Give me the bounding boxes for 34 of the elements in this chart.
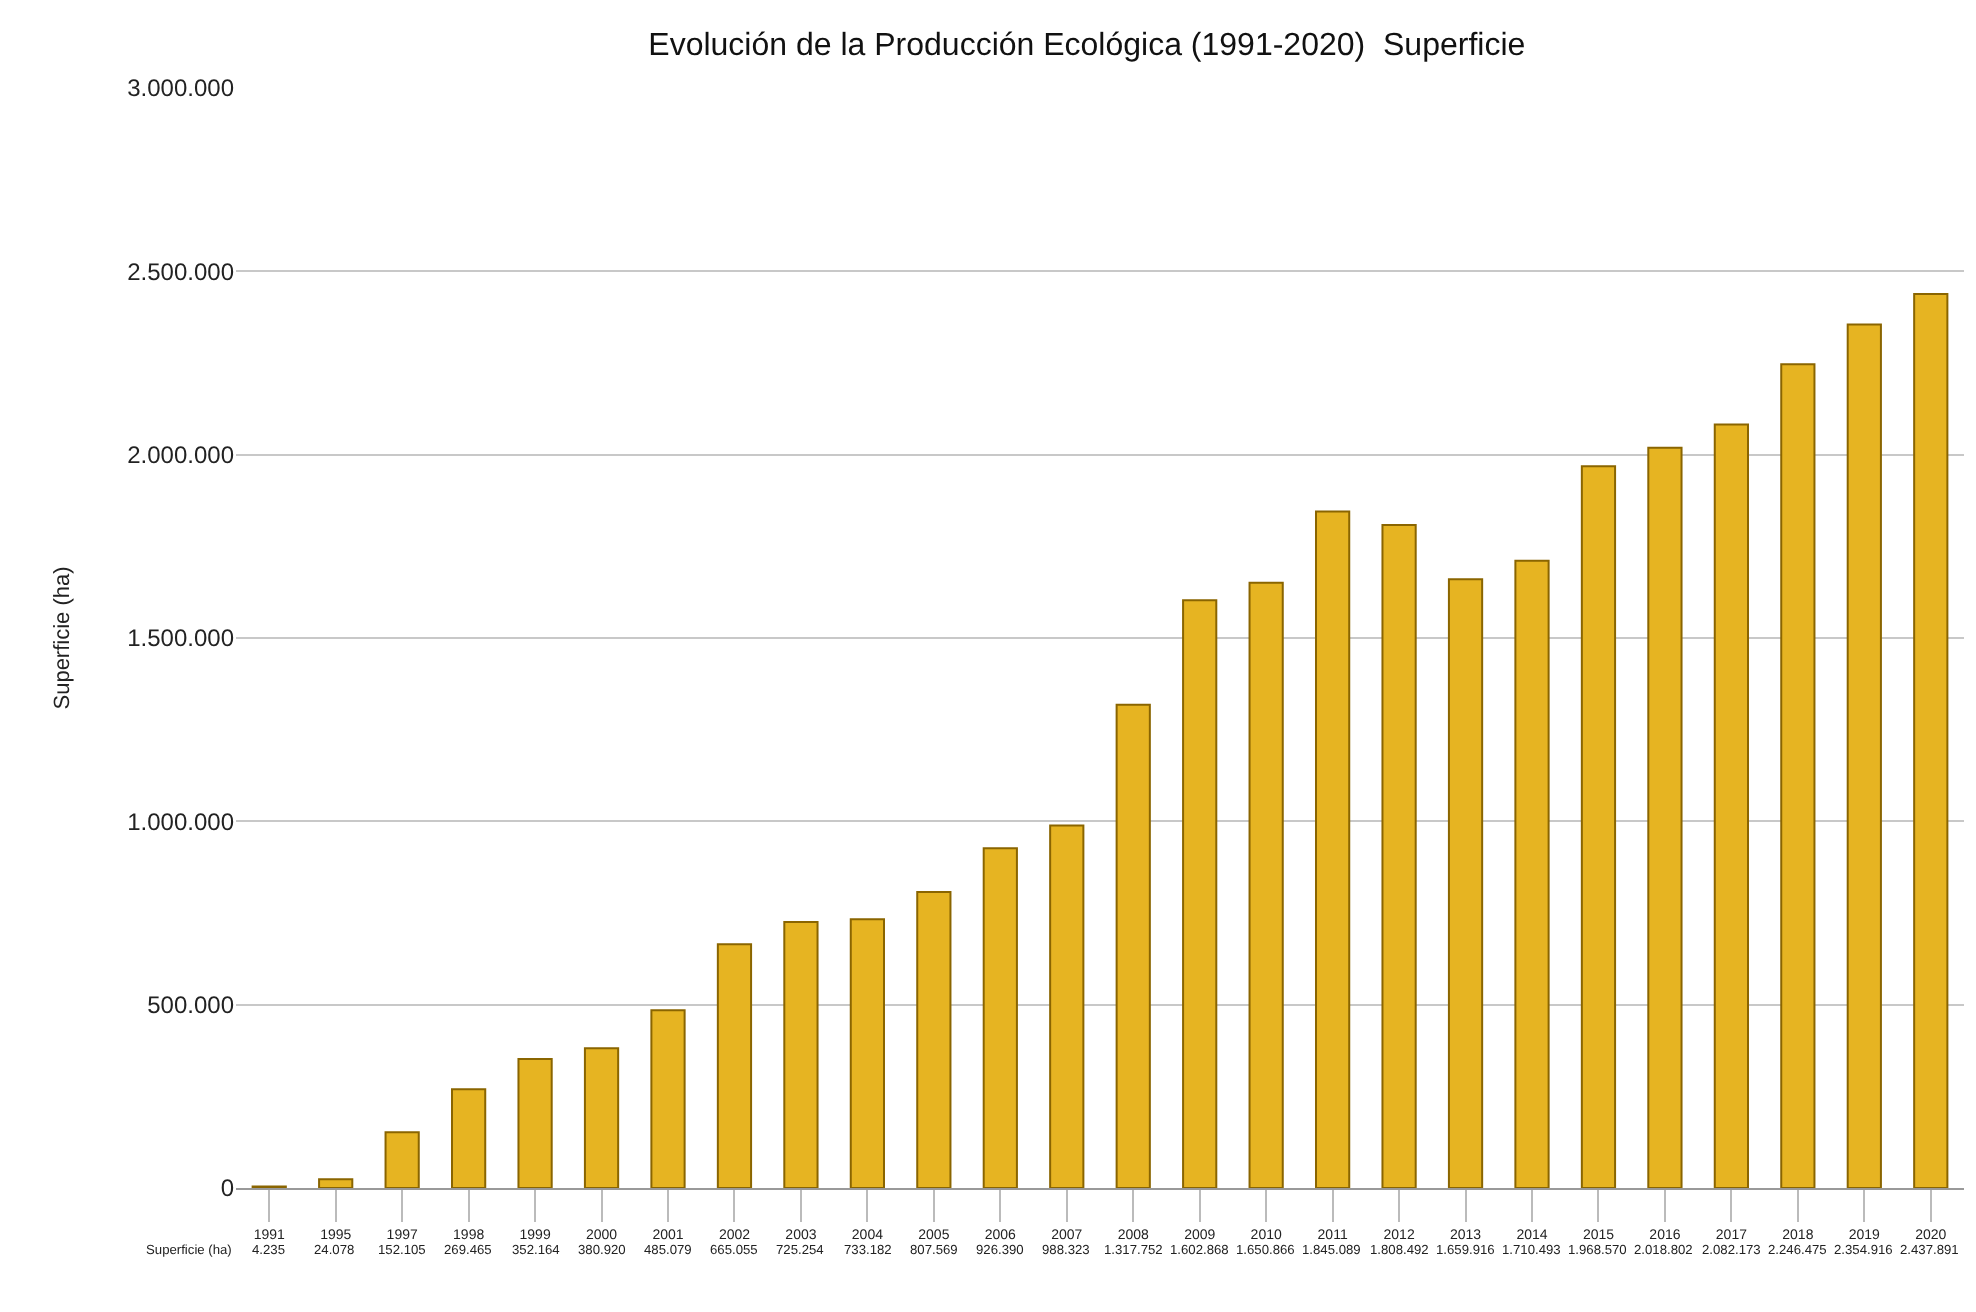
bar: [982, 847, 1018, 1188]
bar: [716, 943, 753, 1188]
bar: [1447, 578, 1484, 1188]
bar: [1846, 323, 1882, 1188]
bar: [583, 1047, 620, 1188]
bar: [1780, 363, 1816, 1188]
bar: [1713, 423, 1749, 1188]
bar: [384, 1131, 420, 1188]
bar: [1182, 599, 1218, 1188]
bar: [650, 1009, 686, 1188]
y-tick-label: 0: [220, 1174, 235, 1203]
y-tick-label: 1.000.000: [127, 807, 235, 836]
y-tick-label: 1.500.000: [127, 624, 235, 653]
y-tick-label: 3.000.000: [127, 74, 235, 103]
bar: [1514, 559, 1550, 1188]
bar: [1049, 824, 1085, 1188]
bar: [451, 1088, 487, 1188]
y-tick-label: 2.000.000: [127, 441, 235, 470]
bar: [1115, 703, 1151, 1188]
bar: [916, 890, 952, 1188]
bar: [1315, 510, 1351, 1188]
bar: [1913, 293, 1949, 1188]
bar: [849, 918, 885, 1188]
chart-title: Evolución de la Producción Ecológica (1991-2020) Superficie: [648, 29, 1526, 64]
bar: [783, 921, 819, 1188]
bar: [1647, 446, 1683, 1188]
y-tick-label: 2.500.000: [127, 257, 235, 286]
bar: [1248, 581, 1284, 1188]
bar: [517, 1057, 553, 1188]
y-axis-title: Superficie (ha): [50, 566, 75, 710]
y-tick-label: 500.000: [147, 991, 235, 1020]
bar: [1580, 465, 1617, 1188]
bar: [1381, 523, 1417, 1188]
bar: [318, 1178, 354, 1188]
